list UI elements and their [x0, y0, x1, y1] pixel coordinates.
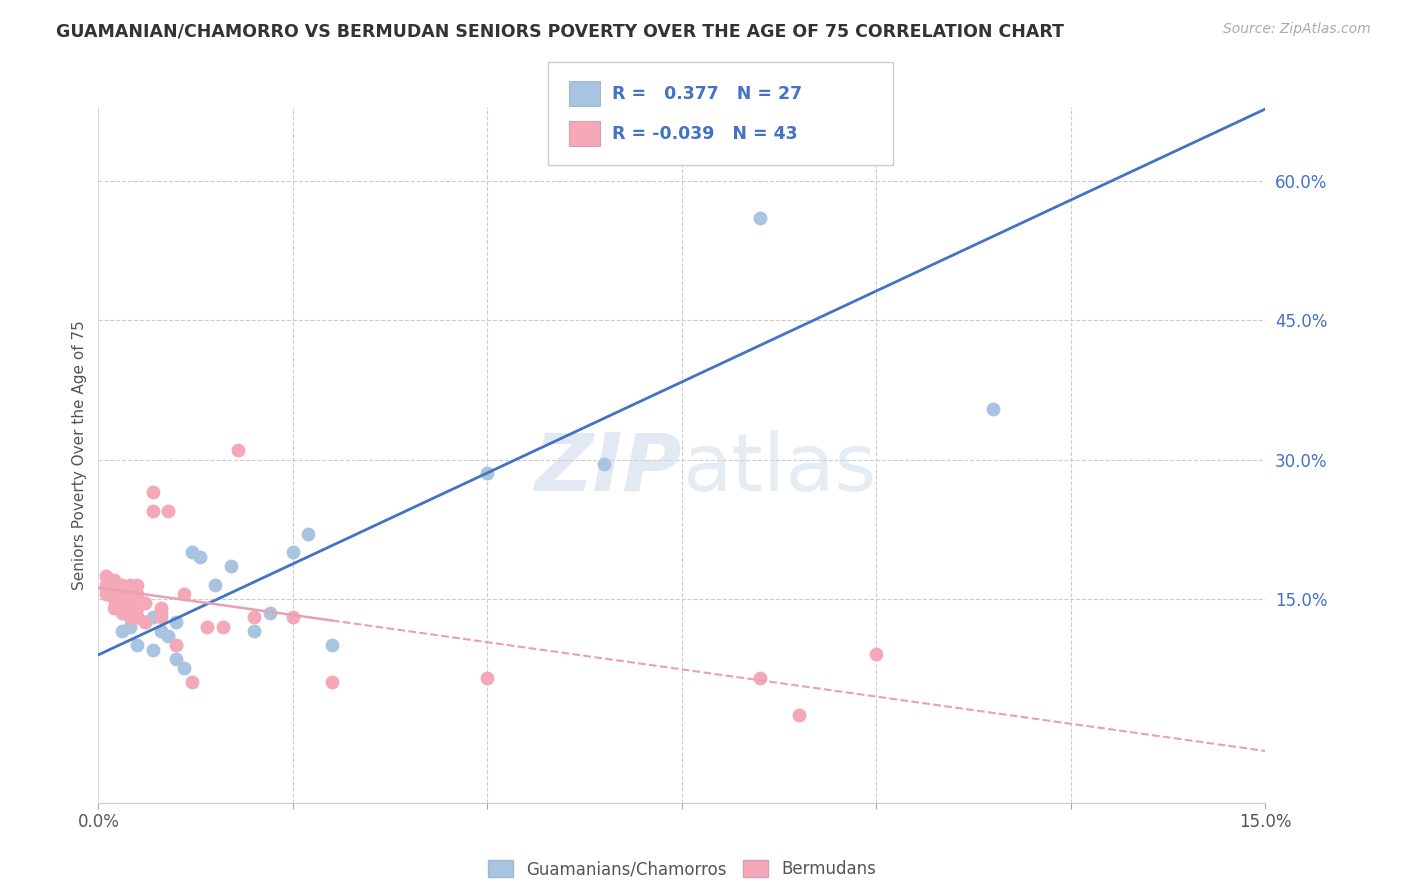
Point [195, 619, 218, 633]
Point [157, 503, 180, 517]
Point [103, 591, 125, 606]
Point [134, 596, 156, 610]
Point [142, 485, 165, 500]
Point [165, 652, 187, 666]
Text: ZIP: ZIP [534, 430, 682, 508]
Point [219, 559, 242, 574]
Point [593, 457, 616, 471]
Point [118, 578, 141, 592]
Point [748, 671, 770, 685]
Point [157, 629, 180, 643]
Point [111, 596, 134, 610]
Point [321, 675, 343, 690]
Legend: Guamanians/Chamorros, Bermudans: Guamanians/Chamorros, Bermudans [481, 854, 883, 885]
Point [165, 638, 187, 652]
Point [477, 671, 499, 685]
Point [243, 610, 266, 624]
Point [96, 568, 118, 582]
Y-axis label: Seniors Poverty Over the Age of 75: Seniors Poverty Over the Age of 75 [72, 320, 87, 590]
Point [111, 582, 134, 597]
Point [96, 578, 118, 592]
Point [297, 526, 319, 541]
Point [134, 615, 156, 629]
Point [173, 661, 195, 675]
Point [321, 638, 343, 652]
Point [134, 615, 156, 629]
Point [149, 610, 172, 624]
Point [127, 587, 149, 601]
Point [243, 624, 266, 639]
Point [180, 545, 202, 559]
Point [127, 578, 149, 592]
Point [103, 601, 125, 615]
Point [111, 624, 134, 639]
Text: atlas: atlas [682, 430, 876, 508]
Point [118, 591, 141, 606]
Point [204, 578, 226, 592]
Point [127, 610, 149, 624]
Point [142, 642, 165, 657]
Text: GUAMANIAN/CHAMORRO VS BERMUDAN SENIORS POVERTY OVER THE AGE OF 75 CORRELATION CH: GUAMANIAN/CHAMORRO VS BERMUDAN SENIORS P… [56, 22, 1064, 40]
Point [281, 610, 304, 624]
Text: Source: ZipAtlas.com: Source: ZipAtlas.com [1223, 22, 1371, 37]
Point [865, 648, 887, 662]
Point [111, 587, 134, 601]
Point [127, 638, 149, 652]
Text: R = -0.039   N = 43: R = -0.039 N = 43 [612, 125, 797, 143]
Point [142, 503, 165, 517]
Point [981, 401, 1004, 416]
Point [149, 601, 172, 615]
Point [118, 582, 141, 597]
Point [96, 582, 118, 597]
Point [827, 146, 849, 161]
Point [149, 606, 172, 620]
Point [103, 573, 125, 587]
Point [259, 606, 281, 620]
Point [173, 587, 195, 601]
Point [127, 610, 149, 624]
Point [111, 578, 134, 592]
Point [228, 443, 250, 458]
Point [127, 601, 149, 615]
Point [477, 467, 499, 481]
Point [118, 610, 141, 624]
Point [142, 610, 165, 624]
Point [787, 707, 810, 722]
Point [180, 675, 202, 690]
Point [118, 601, 141, 615]
Point [165, 615, 187, 629]
Text: R =   0.377   N = 27: R = 0.377 N = 27 [612, 85, 801, 103]
Point [111, 606, 134, 620]
Point [96, 587, 118, 601]
Point [212, 619, 235, 633]
Point [188, 549, 211, 564]
Point [149, 624, 172, 639]
Point [281, 545, 304, 559]
Point [748, 211, 770, 226]
Point [118, 619, 141, 633]
Point [103, 582, 125, 597]
Point [103, 587, 125, 601]
